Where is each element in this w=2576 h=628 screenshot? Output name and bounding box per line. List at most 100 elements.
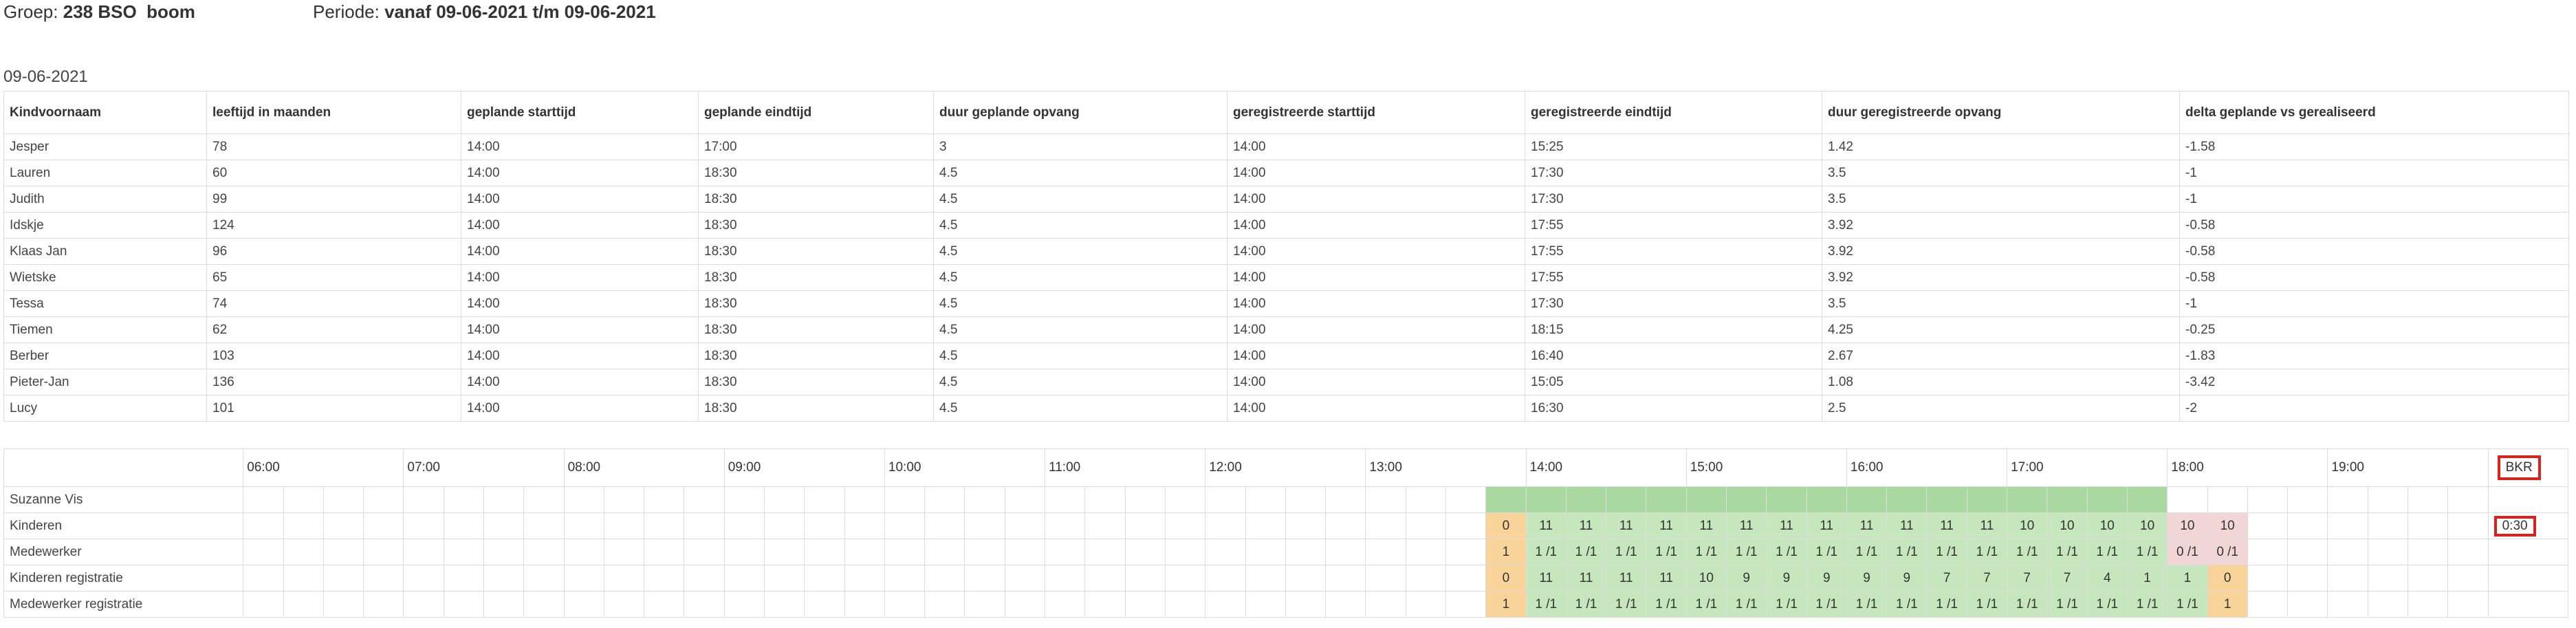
slot-cell <box>1365 591 1406 618</box>
table-cell: 18:15 <box>1525 316 1822 343</box>
table-cell: -0.58 <box>2179 212 2569 239</box>
slot-cell <box>523 486 565 513</box>
table-cell: 4.5 <box>933 316 1227 343</box>
slot-cell <box>1004 512 1046 539</box>
slot-cell <box>563 512 604 539</box>
table-cell: 14:00 <box>461 290 699 317</box>
slot-cell: 1 /1 <box>1606 539 1647 565</box>
slot-cell: 10 <box>1685 565 1727 592</box>
slot-cell: 0 /1 <box>2207 539 2248 565</box>
table-cell: 3.92 <box>1822 238 2180 265</box>
slot-cell <box>1766 486 1807 513</box>
table-cell: 14:00 <box>1227 369 1525 396</box>
period-header: Periode: vanaf 09-06-2021 t/m 09-06-2021 <box>313 1 656 23</box>
table-cell: 16:40 <box>1525 343 1822 369</box>
slot-cell <box>403 591 444 618</box>
table-cell: 3.5 <box>1822 290 2180 317</box>
slot-cell: 1 /1 <box>1926 591 1967 618</box>
table-cell: 4.5 <box>933 343 1227 369</box>
slot-cell <box>964 565 1005 592</box>
bkr-cell <box>2487 486 2569 513</box>
slot-cell <box>2407 565 2449 592</box>
table-cell: 14:00 <box>461 133 699 160</box>
slot-cell: 1 /1 <box>2167 591 2208 618</box>
slot-cell <box>1726 486 1767 513</box>
table-row: Lucy 101 14:00 18:30 4.5 14:00 16:30 2.5 -2 <box>3 395 2569 422</box>
slot-cell <box>644 565 685 592</box>
table-cell: 14:00 <box>1227 186 1525 213</box>
slot-cell <box>323 539 364 565</box>
slot-cell: 1 /1 <box>1966 591 2008 618</box>
table-cell: Pieter-Jan <box>3 369 207 396</box>
slot-cell: 10 <box>2046 512 2088 539</box>
slot-cell: 7 <box>2046 565 2088 592</box>
slot-cell <box>2407 539 2449 565</box>
table-cell: -0.58 <box>2179 264 2569 291</box>
slot-cell: 11 <box>1846 512 1888 539</box>
table-cell: 17:30 <box>1525 160 1822 186</box>
slot-cell <box>924 591 965 618</box>
table-cell: 14:00 <box>1227 316 1525 343</box>
table-cell: 17:55 <box>1525 264 1822 291</box>
slot-cell <box>2447 565 2489 592</box>
table-cell: 4.5 <box>933 395 1227 422</box>
slot-cell <box>283 512 324 539</box>
slot-cell <box>1325 591 1366 618</box>
slot-cell <box>563 539 604 565</box>
table-row: Klaas Jan 96 14:00 18:30 4.5 14:00 17:55 3.92 -0… <box>3 238 2569 265</box>
schedule-row: Kinderen 0 11 11 11 11 11 11 11 11 11 11 11 11 10 10 10 1… <box>3 512 2569 539</box>
slot-cell <box>764 486 805 513</box>
slot-cell <box>1806 486 1847 513</box>
slot-cell <box>2126 486 2168 513</box>
slot-cell: 1 <box>1485 591 1527 618</box>
slot-cell <box>924 565 965 592</box>
slot-cell <box>1325 512 1366 539</box>
table-cell: 18:30 <box>698 186 934 213</box>
table-cell: -1.58 <box>2179 133 2569 160</box>
table-header-row: Kindvoornaam leeftijd in maanden geplande … <box>3 91 2569 134</box>
slot-cell <box>443 591 484 618</box>
report-date: 09-06-2021 <box>3 67 88 86</box>
hour-header: 09:00 <box>723 448 885 487</box>
slot-cell: 1 /1 <box>1565 539 1607 565</box>
slot-cell <box>323 565 364 592</box>
hour-header: 07:00 <box>403 448 565 487</box>
slot-cell <box>1164 486 1206 513</box>
slot-cell <box>443 512 484 539</box>
table-cell: 14:00 <box>461 238 699 265</box>
slot-cell <box>1164 565 1206 592</box>
slot-cell <box>1205 486 1246 513</box>
slot-cell <box>2327 486 2368 513</box>
slot-cell <box>2447 486 2489 513</box>
table-row: Pieter-Jan 136 14:00 18:30 4.5 14:00 15:05 1.08… <box>3 369 2569 396</box>
slot-cell <box>283 486 324 513</box>
slot-cell <box>563 565 604 592</box>
slot-cell <box>2447 539 2489 565</box>
slot-cell <box>1285 539 1327 565</box>
slot-cell <box>2327 565 2368 592</box>
slot-cell: 0 <box>1485 512 1527 539</box>
table-cell: 3.5 <box>1822 160 2180 186</box>
slot-cell: 11 <box>1646 512 1687 539</box>
hours-row: 06:00 07:00 08:00 09:00 10:00 11:00 12:00 13:00… <box>3 448 2569 487</box>
table-cell: 14:00 <box>461 264 699 291</box>
table-cell: -0.25 <box>2179 316 2569 343</box>
column-header: geplande starttijd <box>461 91 699 134</box>
slot-cell <box>2287 565 2328 592</box>
slot-cell: 9 <box>1886 565 1928 592</box>
slot-cell: 9 <box>1806 565 1847 592</box>
slot-cell: 1 /1 <box>2086 591 2128 618</box>
slot-cell <box>844 539 885 565</box>
slot-cell <box>1365 539 1406 565</box>
slot-cell: 11 <box>1525 565 1567 592</box>
schedule-row: Suzanne Vis <box>3 486 2569 513</box>
slot-cell <box>1565 486 1607 513</box>
table-cell: -0.58 <box>2179 238 2569 265</box>
table-row: Wietske 65 14:00 18:30 4.5 14:00 17:55 3.92 -0.5… <box>3 264 2569 291</box>
table-cell: -1.83 <box>2179 343 2569 369</box>
slot-cell: 0 <box>1485 565 1527 592</box>
slot-cell <box>603 565 645 592</box>
children-table: Kindvoornaam leeftijd in maanden geplande … <box>3 91 2569 422</box>
slot-cell: 1 /1 <box>1926 539 1967 565</box>
slot-cell: 7 <box>1966 565 2008 592</box>
